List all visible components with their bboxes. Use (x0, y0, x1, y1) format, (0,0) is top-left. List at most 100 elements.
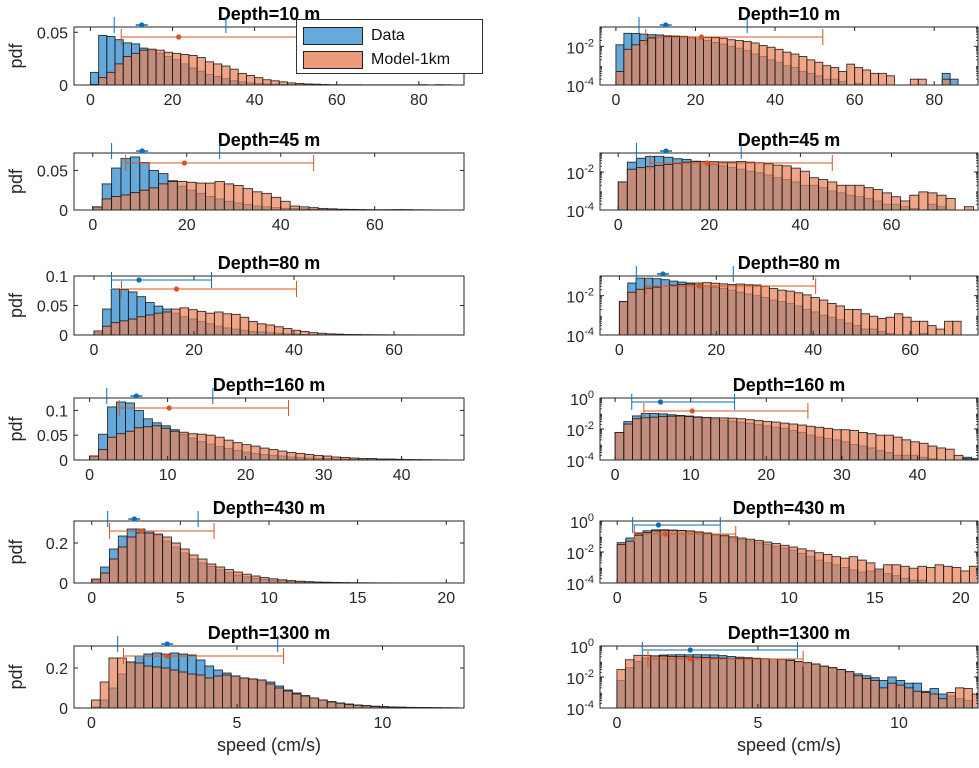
panel-3: 0 20 40 60 0 0.05 Depth=45 m pdf (6, 130, 465, 234)
model-bar (625, 540, 635, 583)
axes-box (73, 152, 465, 211)
errorbar-center (655, 522, 662, 528)
model-bar (635, 288, 645, 335)
errorbar-center (173, 286, 180, 292)
y-tick-exponent: -4 (584, 201, 594, 213)
model-bar (668, 284, 679, 335)
model-bar (179, 548, 190, 583)
y-tick-label: 10-4 (566, 326, 594, 346)
model-bar (213, 63, 223, 85)
x-axis-label: speed (cm/s) (217, 735, 321, 755)
errorbar-center (136, 277, 142, 283)
model-bar (918, 191, 929, 210)
bars-group (615, 32, 959, 85)
x-tick-label: 0 (86, 92, 95, 109)
model-bar (771, 421, 781, 460)
model-bar (631, 44, 641, 85)
model-bar (98, 449, 108, 460)
model-bar (709, 657, 719, 708)
errorbar-center (689, 408, 695, 414)
model-bar (100, 572, 110, 583)
y-tick-base: 10 (566, 454, 584, 471)
model-bar (188, 309, 198, 335)
bars-group (616, 654, 978, 708)
model-bar (918, 442, 929, 460)
errorbar-center (181, 160, 188, 166)
model-bar (204, 677, 215, 708)
axes-box (73, 645, 465, 709)
model-bar (114, 63, 124, 85)
x-tick-label: 20 (757, 467, 775, 484)
model-bar (117, 657, 127, 708)
y-tick-label: 10-2 (566, 543, 594, 563)
model-bar (223, 439, 234, 460)
model-bar (692, 656, 703, 708)
model-bar (754, 540, 764, 583)
model-bar (153, 533, 164, 583)
model-bar (250, 445, 261, 460)
model-bar (687, 36, 696, 85)
model-bar (304, 454, 315, 460)
x-tick-label: 20 (700, 217, 718, 234)
model-bar (221, 65, 231, 85)
errorbar-center (696, 283, 702, 289)
model-bar (703, 36, 712, 85)
model-bar (891, 196, 902, 210)
model-bar (727, 284, 737, 335)
model-bar (788, 423, 799, 460)
model-bar (968, 565, 978, 583)
model-bar (758, 45, 768, 85)
y-tick-exponent: -4 (584, 574, 594, 586)
model-bar (790, 167, 801, 210)
model-bar (270, 196, 282, 210)
model-bar (727, 417, 738, 460)
model-bar (300, 695, 311, 708)
legend-item-model: Model-1km (303, 50, 450, 70)
y-tick-exponent: -2 (584, 37, 594, 49)
model-bar (280, 200, 291, 210)
x-tick-label: 15 (349, 590, 367, 607)
model-bar (875, 434, 886, 460)
model-bar (727, 161, 738, 210)
errorbar-center (657, 399, 664, 405)
model-bar (145, 314, 155, 335)
model-bar (779, 544, 790, 583)
model-bar (274, 687, 285, 708)
model-bar (133, 427, 144, 460)
x-tick-label: 5 (699, 590, 708, 607)
y-tick-exponent: -2 (584, 163, 594, 175)
model-bar (206, 563, 217, 583)
model-bar (623, 423, 633, 460)
model-bar (144, 532, 155, 583)
y-tick-label: 0.05 (37, 299, 68, 316)
y-tick-label: 10-2 (566, 37, 594, 57)
model-bar (268, 449, 279, 460)
model-bar (101, 198, 113, 210)
bars-group (89, 401, 449, 460)
errorbar-center (176, 34, 182, 40)
model-bar (921, 692, 931, 708)
x-tick-label: 20 (437, 590, 455, 607)
model-bar (318, 699, 328, 708)
y-tick-label: 10-2 (566, 420, 594, 440)
y-tick-label: 10-2 (566, 287, 594, 307)
model-bar (793, 292, 804, 335)
model-bar (125, 430, 135, 460)
y-tick-exponent: -2 (584, 668, 594, 680)
model-bar (214, 436, 225, 460)
model-bar (828, 667, 838, 708)
model-bar (99, 681, 110, 708)
model-bar (214, 181, 225, 210)
model-bar (239, 677, 250, 708)
model-bar (785, 659, 796, 708)
model-bar (179, 307, 190, 335)
bars-group (91, 528, 447, 583)
model-bar (805, 425, 816, 460)
model-bar (639, 40, 649, 85)
model-bar (252, 191, 263, 210)
model-bar (763, 163, 774, 210)
model-bar (743, 284, 754, 335)
